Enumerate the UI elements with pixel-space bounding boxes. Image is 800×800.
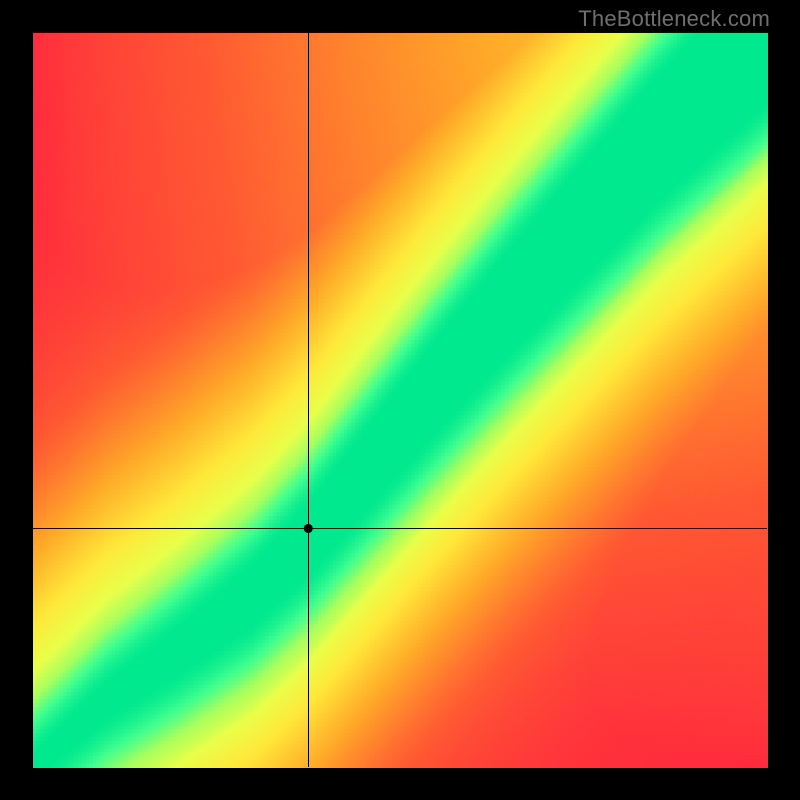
watermark-text: TheBottleneck.com	[578, 6, 770, 32]
bottleneck-heatmap	[0, 0, 800, 800]
